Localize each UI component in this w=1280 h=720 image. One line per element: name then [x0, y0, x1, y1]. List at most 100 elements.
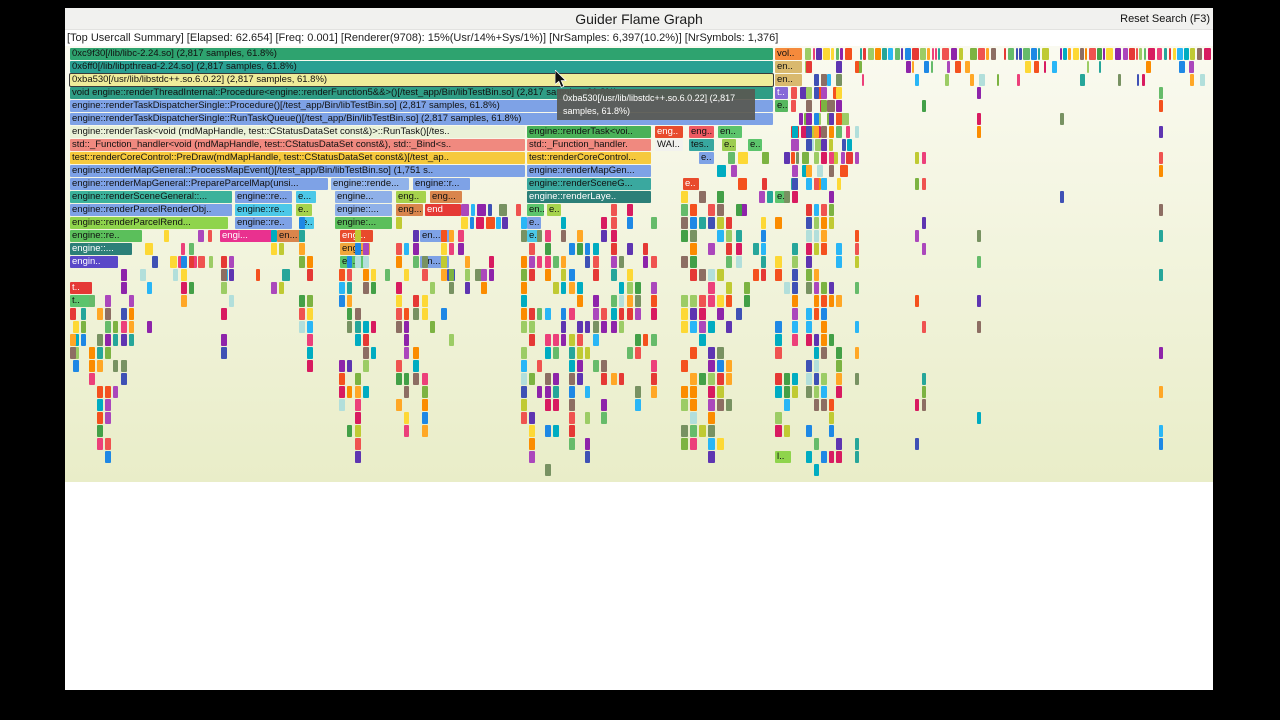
flame-frame[interactable]: engine::renderSceneGeneral::... — [70, 191, 232, 203]
flame-fragment[interactable] — [901, 48, 903, 60]
flame-fragment[interactable] — [569, 425, 575, 437]
flame-fragment[interactable] — [1025, 61, 1031, 73]
flame-fragment[interactable] — [651, 256, 657, 268]
flame-fragment[interactable] — [363, 256, 369, 268]
flame-fragment[interactable] — [221, 269, 227, 281]
flame-fragment[interactable] — [396, 360, 402, 372]
flame-fragment[interactable] — [708, 217, 715, 229]
flame-fragment[interactable] — [681, 217, 688, 229]
flame-fragment[interactable] — [947, 61, 950, 73]
flame-fragment[interactable] — [97, 425, 103, 437]
flame-fragment[interactable] — [569, 282, 575, 294]
flame-fragment[interactable] — [404, 347, 409, 359]
flame-fragment[interactable] — [775, 412, 782, 424]
flame-frame[interactable]: eng... — [396, 204, 423, 216]
flame-fragment[interactable] — [855, 230, 859, 242]
flame-fragment[interactable] — [1008, 48, 1014, 60]
flame-fragment[interactable] — [977, 412, 981, 424]
flame-fragment[interactable] — [836, 87, 842, 99]
flame-fragment[interactable] — [611, 295, 617, 307]
flame-fragment[interactable] — [601, 373, 607, 385]
flame-frame[interactable]: en.. — [527, 204, 544, 216]
flame-fragment[interactable] — [855, 152, 859, 164]
flame-fragment[interactable] — [922, 243, 926, 255]
flame-fragment[interactable] — [784, 373, 790, 385]
flame-fragment[interactable] — [922, 100, 926, 112]
flame-fragment[interactable] — [105, 451, 111, 463]
flame-fragment[interactable] — [465, 269, 470, 281]
flame-fragment[interactable] — [738, 152, 748, 164]
flame-fragment[interactable] — [529, 425, 535, 437]
flame-fragment[interactable] — [105, 347, 111, 359]
flame-fragment[interactable] — [1019, 48, 1022, 60]
flame-fragment[interactable] — [829, 425, 834, 437]
flame-fragment[interactable] — [371, 321, 376, 333]
flame-fragment[interactable] — [521, 230, 527, 242]
flame-fragment[interactable] — [89, 347, 95, 359]
flame-fragment[interactable] — [922, 152, 926, 164]
flame-fragment[interactable] — [651, 308, 657, 320]
flame-fragment[interactable] — [569, 347, 575, 359]
flame-fragment[interactable] — [821, 334, 827, 346]
flame-fragment[interactable] — [627, 204, 633, 216]
flame-fragment[interactable] — [577, 295, 583, 307]
flame-fragment[interactable] — [708, 295, 715, 307]
flame-fragment[interactable] — [920, 48, 926, 60]
flame-fragment[interactable] — [915, 74, 919, 86]
flame-fragment[interactable] — [97, 360, 103, 372]
flame-fragment[interactable] — [699, 321, 706, 333]
flame-fragment[interactable] — [299, 243, 305, 255]
flame-fragment[interactable] — [355, 308, 361, 320]
flame-fragment[interactable] — [951, 48, 957, 60]
flame-fragment[interactable] — [105, 386, 111, 398]
flame-fragment[interactable] — [585, 321, 590, 333]
flame-fragment[interactable] — [717, 308, 724, 320]
flame-fragment[interactable] — [978, 48, 985, 60]
flame-fragment[interactable] — [627, 282, 633, 294]
flame-fragment[interactable] — [821, 139, 827, 151]
flame-fragment[interactable] — [855, 347, 859, 359]
flame-fragment[interactable] — [1085, 48, 1087, 60]
flame-fragment[interactable] — [717, 230, 724, 242]
flame-fragment[interactable] — [529, 308, 535, 320]
flame-fragment[interactable] — [977, 256, 981, 268]
flame-fragment[interactable] — [817, 165, 823, 177]
flame-frame[interactable]: vol.. — [775, 48, 802, 60]
flame-fragment[interactable] — [537, 256, 542, 268]
flame-fragment[interactable] — [73, 321, 79, 333]
flame-frame[interactable]: engine::renderTask<voi.. — [527, 126, 651, 138]
flame-fragment[interactable] — [814, 295, 819, 307]
flame-fragment[interactable] — [1038, 48, 1040, 60]
flame-fragment[interactable] — [121, 269, 127, 281]
flame-fragment[interactable] — [97, 334, 103, 346]
flame-fragment[interactable] — [802, 165, 808, 177]
flame-fragment[interactable] — [422, 373, 428, 385]
flame-fragment[interactable] — [817, 126, 821, 138]
flame-fragment[interactable] — [728, 152, 735, 164]
flame-fragment[interactable] — [806, 321, 812, 333]
flame-frame[interactable]: engine::renderSceneG... — [527, 178, 651, 190]
flame-fragment[interactable] — [775, 269, 782, 281]
flame-fragment[interactable] — [553, 334, 559, 346]
flame-fragment[interactable] — [73, 334, 79, 346]
flame-fragment[interactable] — [836, 61, 842, 73]
flame-fragment[interactable] — [339, 386, 345, 398]
flame-fragment[interactable] — [775, 334, 782, 346]
flame-fragment[interactable] — [339, 399, 345, 411]
flame-fragment[interactable] — [814, 334, 819, 346]
flame-fragment[interactable] — [726, 282, 732, 294]
flame-fragment[interactable] — [814, 308, 819, 320]
flame-frame[interactable]: 0xc9f30[/lib/libc-2.24.so] (2,817 sample… — [70, 48, 773, 60]
flame-fragment[interactable] — [355, 334, 361, 346]
flame-fragment[interactable] — [1144, 48, 1146, 60]
reset-search-button[interactable]: Reset Search (F3) — [1120, 13, 1210, 25]
flame-fragment[interactable] — [759, 191, 765, 203]
flame-fragment[interactable] — [611, 204, 617, 216]
flame-fragment[interactable] — [836, 74, 842, 86]
flame-fragment[interactable] — [355, 230, 361, 242]
flame-fragment[interactable] — [829, 295, 834, 307]
flame-fragment[interactable] — [784, 425, 790, 437]
flame-fragment[interactable] — [299, 230, 305, 242]
flame-fragment[interactable] — [806, 256, 812, 268]
flame-fragment[interactable] — [814, 347, 819, 359]
